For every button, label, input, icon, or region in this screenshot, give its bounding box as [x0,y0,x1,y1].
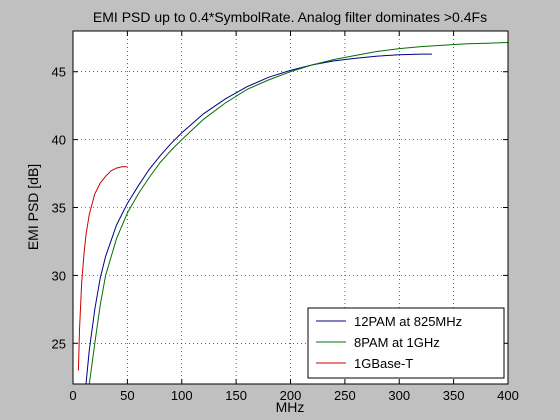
x-tick-label: 100 [171,388,193,403]
legend-label-1: 12PAM at 825MHz [354,314,462,329]
x-tick-label: 400 [497,388,519,403]
x-tick-label: 300 [388,388,410,403]
x-tick-label: 200 [280,388,302,403]
series-line-2 [88,42,509,385]
series-line-1 [85,53,432,385]
x-tick-label: 150 [225,388,247,403]
x-tick-label: 250 [334,388,356,403]
series-lines [77,42,509,385]
y-tick-label: 40 [52,133,66,148]
axes-frame [72,30,509,385]
x-tick-label: 350 [443,388,465,403]
series-line-3 [77,166,128,371]
y-tick-label: 45 [52,65,66,80]
x-tick-label: 50 [120,388,134,403]
legend-label-2: 8PAM at 1GHz [354,335,440,350]
grid-lines [73,31,508,384]
y-axis-label: EMI PSD [dB] [25,164,41,250]
x-axis-label: MHz [276,399,305,415]
y-tick-label: 25 [52,336,66,351]
y-tick-label: 30 [52,268,66,283]
y-tick-label: 35 [52,201,66,216]
axis-ticks: 0 50 100 150 200 250 300 350 400 25 30 35 40 45 [52,31,519,403]
chart-title: EMI PSD up to 0.4*SymbolRate. Analog fil… [93,9,487,25]
x-tick-label: 0 [69,388,76,403]
legend: 12PAM at 825MHz 8PAM at 1GHz 1GBase-T [307,307,505,379]
legend-label-3: 1GBase-T [354,356,413,371]
legend-box [307,307,505,379]
